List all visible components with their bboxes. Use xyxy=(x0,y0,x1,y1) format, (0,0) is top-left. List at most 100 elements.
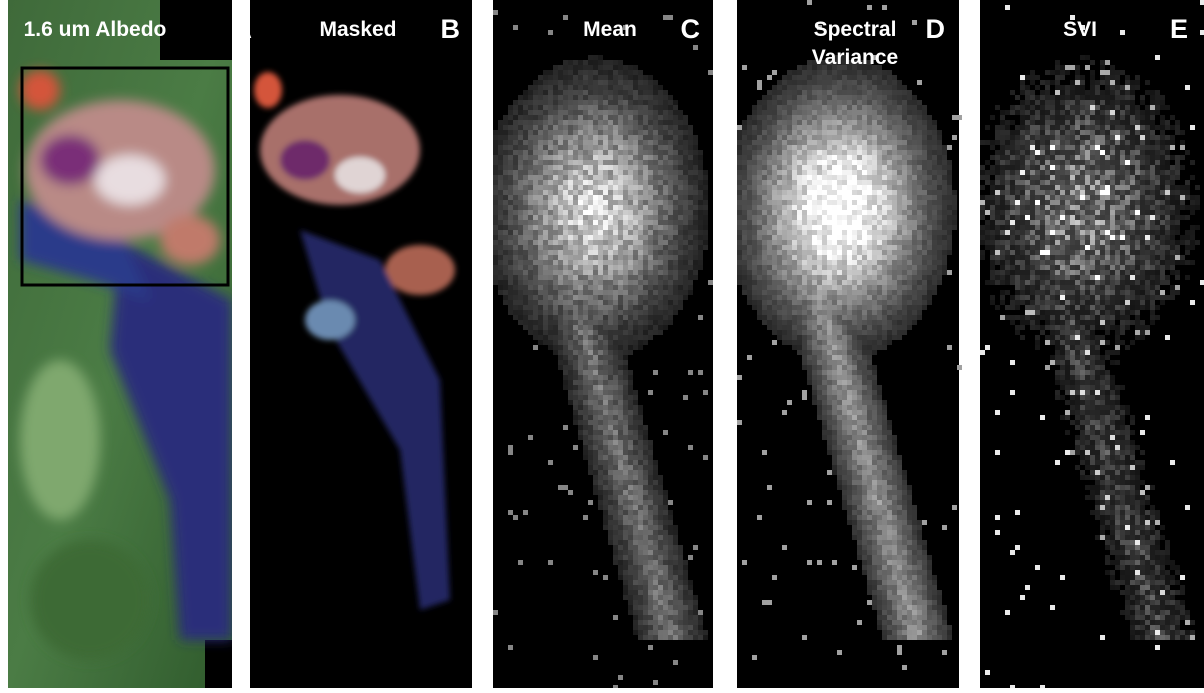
pixel xyxy=(877,150,882,155)
pixel xyxy=(653,140,658,145)
pixel xyxy=(498,125,503,130)
pixel xyxy=(698,215,703,220)
pixel xyxy=(777,140,782,145)
pixel xyxy=(703,240,708,245)
pixel xyxy=(653,605,658,610)
pixel xyxy=(737,150,742,155)
pixel xyxy=(827,195,832,200)
pixel xyxy=(613,340,618,345)
pixel xyxy=(558,265,563,270)
pixel xyxy=(872,280,877,285)
pixel xyxy=(593,425,598,430)
pixel xyxy=(573,165,578,170)
pixel xyxy=(698,255,703,260)
pixel xyxy=(583,330,588,335)
pixel xyxy=(508,200,513,205)
pixel xyxy=(503,160,508,165)
pixel xyxy=(668,125,673,130)
pixel xyxy=(558,290,563,295)
pixel xyxy=(663,285,668,290)
pixel xyxy=(877,165,882,170)
pixel xyxy=(613,325,618,330)
pixel xyxy=(623,435,628,440)
pixel xyxy=(648,160,653,165)
pixel xyxy=(643,530,648,535)
pixel xyxy=(747,245,752,250)
pixel xyxy=(553,190,558,195)
pixel xyxy=(628,545,633,550)
pixel xyxy=(683,150,688,155)
pixel xyxy=(777,120,782,125)
pixel xyxy=(812,80,817,85)
pixel xyxy=(593,450,598,455)
pixel xyxy=(703,455,708,460)
pixel xyxy=(767,130,772,135)
pixel xyxy=(688,210,693,215)
pixel xyxy=(817,210,822,215)
pixel xyxy=(588,155,593,160)
pixel xyxy=(568,400,573,405)
pixel xyxy=(832,105,837,110)
pixel xyxy=(668,175,673,180)
pixel xyxy=(513,280,518,285)
pixel xyxy=(538,140,543,145)
pixel xyxy=(603,270,608,275)
pixel xyxy=(837,235,842,240)
pixel xyxy=(643,565,648,570)
pixel xyxy=(837,315,842,320)
pixel xyxy=(673,235,678,240)
pixel xyxy=(882,210,887,215)
pixel xyxy=(658,230,663,235)
pixel xyxy=(872,85,877,90)
pixel xyxy=(523,100,528,105)
pixel xyxy=(787,185,792,190)
pixel xyxy=(678,630,683,635)
pixel xyxy=(593,125,598,130)
pixel xyxy=(583,110,588,115)
pixel xyxy=(583,130,588,135)
pixel xyxy=(817,185,822,190)
pixel xyxy=(668,315,673,320)
pixel xyxy=(573,420,578,425)
pixel xyxy=(628,340,633,345)
pixel xyxy=(917,300,922,305)
pixel xyxy=(618,355,623,360)
pixel xyxy=(623,170,628,175)
pixel xyxy=(608,325,613,330)
pixel xyxy=(817,195,822,200)
pixel xyxy=(653,160,658,165)
pixel xyxy=(613,335,618,340)
pixel xyxy=(618,65,623,70)
pixel xyxy=(658,530,663,535)
pixel xyxy=(752,135,757,140)
pixel xyxy=(623,355,628,360)
pixel xyxy=(757,210,762,215)
pixel xyxy=(932,145,937,150)
pixel xyxy=(613,110,618,115)
pixel xyxy=(648,510,653,515)
pixel xyxy=(867,70,872,75)
pixel xyxy=(807,265,812,270)
pixel xyxy=(593,225,598,230)
pixel xyxy=(678,170,683,175)
pixel xyxy=(638,425,643,430)
pixel xyxy=(653,290,658,295)
pixel xyxy=(583,180,588,185)
pixel xyxy=(623,545,628,550)
pixel xyxy=(678,275,683,280)
pixel xyxy=(752,295,757,300)
pixel xyxy=(827,300,832,305)
pixel xyxy=(583,120,588,125)
pixel xyxy=(797,225,802,230)
pixel xyxy=(543,315,548,320)
pixel xyxy=(668,600,673,605)
pixel xyxy=(648,325,653,330)
pixel xyxy=(812,115,817,120)
pixel xyxy=(543,205,548,210)
pixel xyxy=(683,585,688,590)
pixel xyxy=(807,180,812,185)
pixel xyxy=(698,170,703,175)
pixel xyxy=(762,280,767,285)
pixel xyxy=(498,185,503,190)
pixel xyxy=(663,565,668,570)
